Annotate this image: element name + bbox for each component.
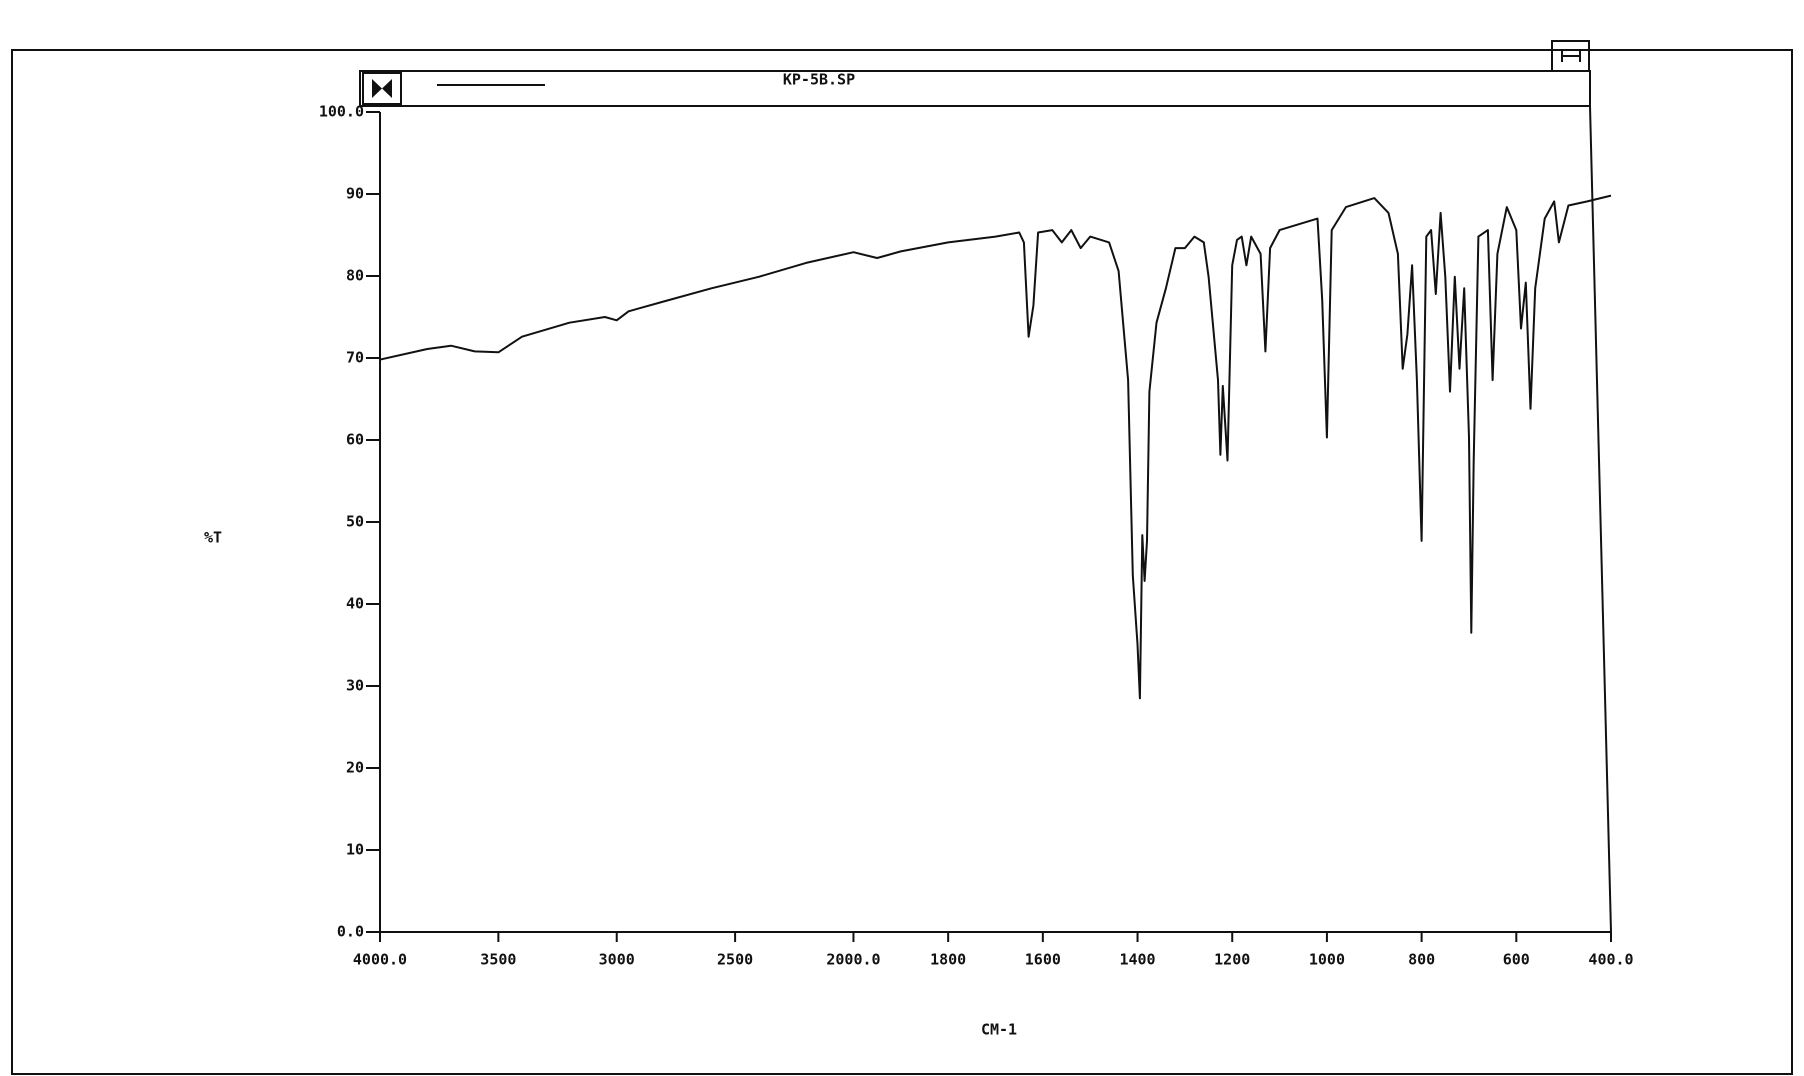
x-tick-label: 2500 bbox=[717, 951, 753, 969]
y-tick-label: 80 bbox=[346, 267, 364, 285]
y-tick-label: 90 bbox=[346, 185, 364, 203]
y-tick-label: 20 bbox=[346, 759, 364, 777]
x-tick-label: 1200 bbox=[1214, 951, 1250, 969]
y-tick-label: 40 bbox=[346, 595, 364, 613]
button-icon bbox=[1561, 50, 1581, 62]
x-tick-label: 4000.0 bbox=[353, 951, 407, 969]
chart-title: KP-5B.SP bbox=[783, 71, 855, 89]
x-tick-label: 3500 bbox=[480, 951, 516, 969]
y-axis-label: %T bbox=[204, 529, 222, 547]
right-border bbox=[1589, 105, 1612, 933]
x-tick-label: 1400 bbox=[1119, 951, 1155, 969]
x-tick-label: 800 bbox=[1408, 951, 1435, 969]
x-axis-label: CM-1 bbox=[981, 1021, 1017, 1039]
frame bbox=[11, 49, 1793, 1075]
button-icon bbox=[372, 79, 392, 98]
y-tick-label: 60 bbox=[346, 431, 364, 449]
y-tick-label: 70 bbox=[346, 349, 364, 367]
x-tick-label: 3000 bbox=[599, 951, 635, 969]
x-tick-label: 1000 bbox=[1309, 951, 1345, 969]
resize-button[interactable] bbox=[1551, 40, 1590, 72]
x-tick-label: 1800 bbox=[930, 951, 966, 969]
y-tick-label: 30 bbox=[346, 677, 364, 695]
y-tick-label: 10 bbox=[346, 841, 364, 859]
y-tick-label: 0.0 bbox=[337, 923, 364, 941]
spectrum-line bbox=[379, 194, 1612, 700]
x-tick-label: 1600 bbox=[1025, 951, 1061, 969]
x-tick-label: 400.0 bbox=[1588, 951, 1633, 969]
window-button[interactable] bbox=[362, 72, 402, 105]
y-tick-label: 50 bbox=[346, 513, 364, 531]
x-tick-label: 600 bbox=[1503, 951, 1530, 969]
y-tick-label: 100.0 bbox=[319, 103, 364, 121]
x-tick-label: 2000.0 bbox=[826, 951, 880, 969]
title-bar bbox=[359, 70, 1591, 107]
